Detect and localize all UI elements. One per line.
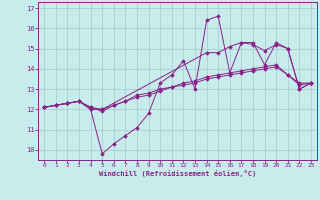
- X-axis label: Windchill (Refroidissement éolien,°C): Windchill (Refroidissement éolien,°C): [99, 170, 256, 177]
